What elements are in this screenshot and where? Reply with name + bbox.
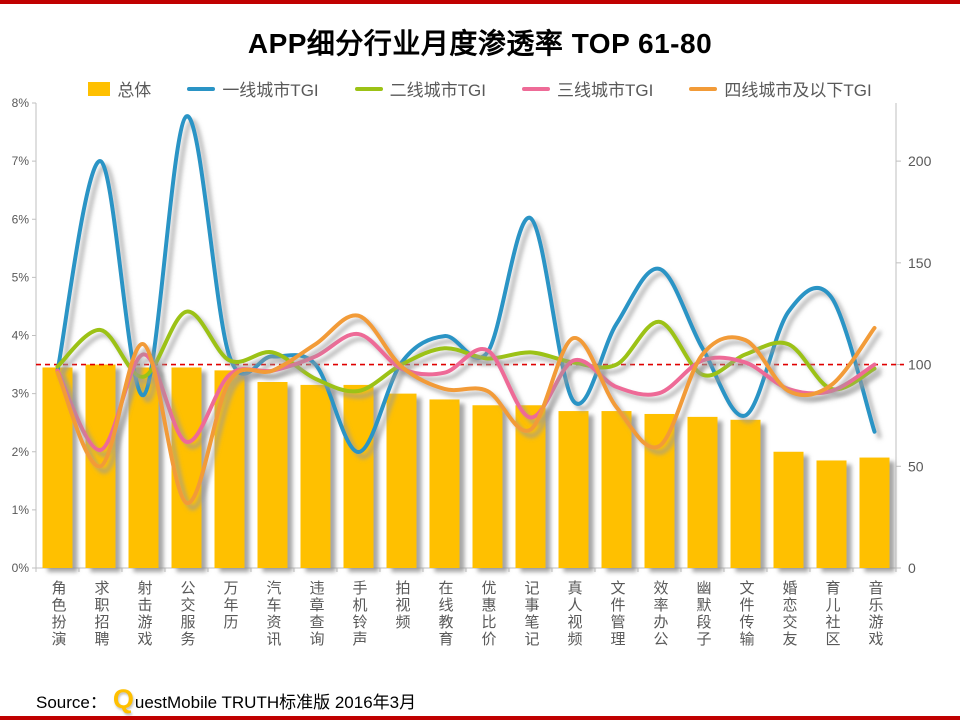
right-axis-tick-label: 50 bbox=[908, 458, 924, 474]
bar-射击游戏 bbox=[128, 367, 159, 568]
legend-item-4: 四线城市及以下TGI bbox=[689, 76, 872, 101]
right-axis-tick-label: 100 bbox=[908, 357, 932, 373]
left-axis-tick-label: 2% bbox=[12, 445, 30, 459]
left-axis-tick-label: 7% bbox=[12, 154, 30, 168]
bar-拍视频 bbox=[386, 393, 417, 568]
legend-bar-swatch bbox=[88, 81, 111, 96]
page-title: APP细分行业月度渗透率 TOP 61-80 bbox=[247, 28, 713, 59]
legend-label: 二线城市TGI bbox=[389, 81, 486, 100]
bar-幽默段子 bbox=[687, 416, 718, 568]
chart-legend: 总体 一线城市TGI 二线城市TGI 三线城市TGI 四线城市及以下TGI bbox=[36, 76, 924, 101]
bar-万年历 bbox=[214, 370, 245, 568]
source-text: uestMobile TRUTH标准版 2016年3月 bbox=[134, 693, 417, 712]
legend-line-swatch bbox=[689, 86, 718, 91]
questmobile-logo-q: Q bbox=[112, 684, 134, 714]
bar-汽车资讯 bbox=[257, 382, 288, 568]
bar-育儿社区 bbox=[816, 460, 847, 568]
right-axis-tick-label: 0 bbox=[908, 560, 916, 576]
source-prefix: Source： bbox=[36, 693, 107, 712]
legend-item-0: 总体 bbox=[88, 76, 151, 101]
bar-文件传输 bbox=[730, 419, 761, 568]
legend-label: 总体 bbox=[117, 81, 152, 100]
left-axis-tick-label: 8% bbox=[12, 96, 30, 110]
bar-真人视频 bbox=[558, 411, 589, 568]
legend-line-swatch bbox=[522, 86, 550, 91]
legend-item-2: 二线城市TGI bbox=[354, 76, 486, 101]
bottom-accent-bar bbox=[0, 716, 960, 720]
right-axis-tick-label: 200 bbox=[908, 153, 932, 169]
tgi-line-tier1-city bbox=[55, 114, 877, 455]
bar-效率办公 bbox=[644, 413, 675, 568]
bar-记事笔记 bbox=[515, 405, 546, 568]
bar-音乐游戏 bbox=[859, 457, 890, 568]
legend-line-swatch bbox=[354, 86, 383, 91]
legend-item-3: 三线城市TGI bbox=[522, 76, 653, 101]
bar-婚恋交友 bbox=[773, 451, 804, 568]
legend-line-swatch bbox=[187, 86, 216, 91]
legend-label: 一线城市TGI bbox=[222, 81, 319, 100]
tgi-line-tier4-city-below bbox=[55, 313, 877, 505]
bar-公交服务 bbox=[171, 367, 202, 568]
top-accent-bar bbox=[0, 0, 960, 4]
bar-文件管理 bbox=[601, 411, 632, 568]
legend-item-1: 一线城市TGI bbox=[187, 76, 319, 101]
left-axis-tick-label: 3% bbox=[12, 387, 30, 401]
source-line: Source： Q uestMobile TRUTH标准版 2016年3月 bbox=[36, 684, 416, 715]
left-axis-tick-label: 4% bbox=[12, 329, 30, 343]
legend-label: 四线城市及以下TGI bbox=[724, 81, 872, 100]
tgi-line-tier2-city bbox=[55, 309, 877, 394]
bar-优惠比价 bbox=[472, 405, 503, 568]
bar-手机铃声 bbox=[343, 384, 374, 568]
left-axis-tick-label: 0% bbox=[12, 561, 30, 575]
bar-违章查询 bbox=[300, 384, 331, 568]
left-axis-tick-label: 1% bbox=[12, 503, 30, 517]
left-axis-tick-label: 5% bbox=[12, 270, 30, 284]
bar-在线教育 bbox=[429, 399, 460, 568]
right-axis-tick-label: 150 bbox=[908, 255, 932, 271]
legend-label: 三线城市TGI bbox=[557, 81, 654, 100]
left-axis-tick-label: 6% bbox=[12, 212, 30, 226]
tgi-line-tier3-city bbox=[55, 332, 877, 453]
